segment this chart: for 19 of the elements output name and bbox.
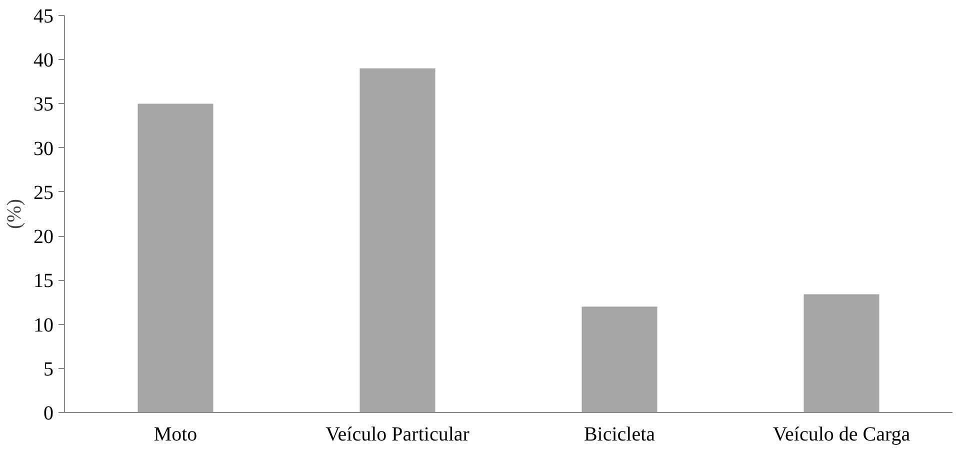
bar (804, 294, 880, 412)
y-tick-label: 5 (44, 358, 54, 380)
y-tick-label: 20 (34, 226, 54, 248)
bar (138, 104, 214, 412)
y-tick-label: 25 (34, 182, 54, 204)
y-tick-label: 15 (34, 270, 54, 292)
bar (582, 306, 658, 412)
x-tick-label: Moto (154, 424, 198, 446)
y-axis-title: (%) (4, 199, 26, 229)
y-tick-label: 0 (44, 402, 54, 424)
x-tick-label: Bicicleta (584, 424, 656, 446)
x-tick-label: Veículo Particular (326, 424, 470, 446)
bar (360, 68, 436, 412)
x-tick-label: Veículo de Carga (772, 424, 910, 446)
y-tick-label: 45 (34, 6, 54, 28)
y-tick-label: 40 (34, 50, 54, 72)
y-tick-label: 30 (34, 138, 54, 160)
y-tick-label: 10 (34, 314, 54, 336)
y-tick-label: 35 (34, 94, 54, 116)
